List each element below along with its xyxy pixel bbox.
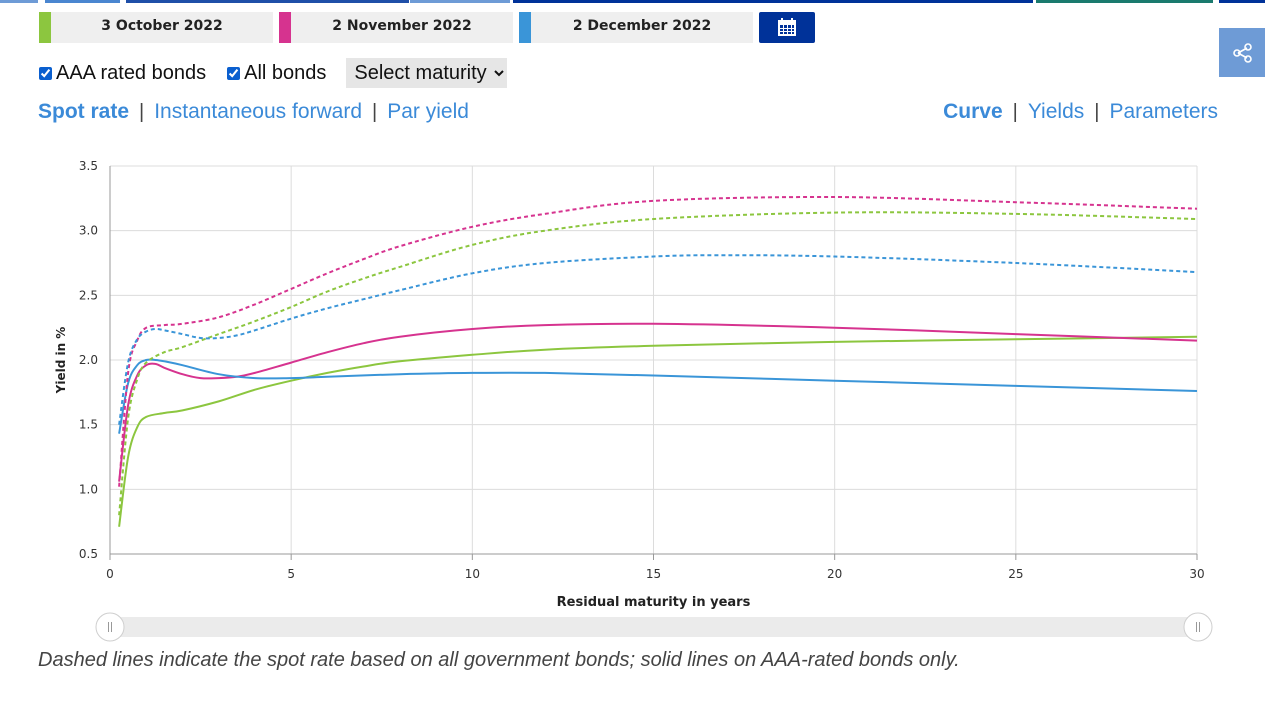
y-tick-label: 1.0	[79, 482, 98, 496]
chart-footnote: Dashed lines indicate the spot rate base…	[38, 649, 960, 671]
date-label: 3 October 2022	[101, 18, 223, 34]
range-slider[interactable]	[95, 612, 1213, 642]
y-tick-label: 3.0	[79, 224, 98, 238]
all-bonds-checkbox[interactable]	[227, 66, 241, 80]
series-color-swatch	[519, 12, 531, 43]
y-axis-label: Yield in %	[54, 327, 68, 395]
aaa-bonds-curve-3	[118, 358, 1198, 434]
all-bonds-option[interactable]: All bonds	[226, 62, 326, 85]
x-tick-label: 10	[465, 567, 480, 581]
date-label: 2 November 2022	[332, 18, 472, 34]
tab-separator: |	[1012, 100, 1018, 123]
x-axis-label: Residual maturity in years	[557, 595, 751, 610]
aaa-bonds-curve-1	[118, 335, 1198, 527]
x-tick-label: 25	[1008, 567, 1023, 581]
maturity-select[interactable]: Select maturity	[346, 58, 508, 88]
y-tick-label: 2.0	[79, 353, 98, 367]
x-tick-label: 0	[106, 567, 114, 581]
date-selector-1[interactable]: 3 October 2022	[39, 12, 273, 43]
view-tabs: Curve | Yields | Parameters	[943, 98, 1218, 126]
x-tick-label: 5	[287, 567, 295, 581]
date-selector-3[interactable]: 2 December 2022	[519, 12, 753, 43]
all-bonds-curve-3	[118, 254, 1198, 425]
tab-curve[interactable]: Curve	[943, 100, 1003, 123]
x-tick-label: 15	[646, 567, 661, 581]
tab-separator: |	[372, 100, 378, 123]
rate-type-tabs: Spot rate | Instantaneous forward | Par …	[38, 98, 469, 126]
series-color-swatch	[39, 12, 51, 43]
yield-curve-chart: 0.5 1.0 1.5 2.0 2.5 3.0 3.5 0 5 10 15 20 25 30 Residu…	[54, 159, 1213, 642]
y-tick-label: 0.5	[79, 547, 98, 561]
slider-track	[110, 617, 1197, 637]
date-label: 2 December 2022	[572, 18, 712, 34]
x-tick-label: 30	[1189, 567, 1204, 581]
x-tick-label: 20	[827, 567, 842, 581]
bond-filters: AAA rated bonds All bonds Select maturit…	[38, 58, 508, 88]
chart-series	[118, 195, 1198, 527]
share-icon	[1233, 43, 1252, 63]
tab-separator: |	[1094, 100, 1100, 123]
y-tick-label: 1.5	[79, 418, 98, 432]
y-tick-label: 2.5	[79, 288, 98, 302]
tab-spot-rate[interactable]: Spot rate	[38, 100, 130, 123]
date-selector-2[interactable]: 2 November 2022	[279, 12, 513, 43]
aaa-bonds-checkbox[interactable]	[39, 66, 52, 80]
all-bonds-curve-2	[118, 195, 1198, 487]
series-color-swatch	[279, 12, 291, 43]
share-button[interactable]	[1219, 28, 1265, 77]
all-bonds-label: All bonds	[244, 61, 327, 84]
y-tick-label: 3.5	[79, 159, 98, 173]
chart-grid	[109, 165, 1198, 555]
top-accent-bar	[0, 0, 1265, 3]
tab-separator: |	[139, 100, 145, 123]
calendar-icon	[778, 18, 796, 36]
chart-axes: 0.5 1.0 1.5 2.0 2.5 3.0 3.5 0 5 10 15 20 25 30	[79, 159, 1205, 581]
aaa-bonds-curve-2	[118, 322, 1198, 482]
tab-parameters[interactable]: Parameters	[1109, 100, 1218, 123]
aaa-bonds-option[interactable]: AAA rated bonds	[38, 62, 206, 85]
tab-instantaneous-forward[interactable]: Instantaneous forward	[154, 100, 363, 123]
all-bonds-curve-1	[118, 211, 1198, 516]
slider-handle-end[interactable]	[1183, 612, 1213, 642]
slider-handle-start[interactable]	[95, 612, 125, 642]
calendar-button[interactable]	[759, 12, 815, 43]
tab-par-yield[interactable]: Par yield	[387, 100, 469, 123]
tab-yields[interactable]: Yields	[1027, 100, 1085, 123]
aaa-bonds-label: AAA rated bonds	[56, 61, 207, 84]
